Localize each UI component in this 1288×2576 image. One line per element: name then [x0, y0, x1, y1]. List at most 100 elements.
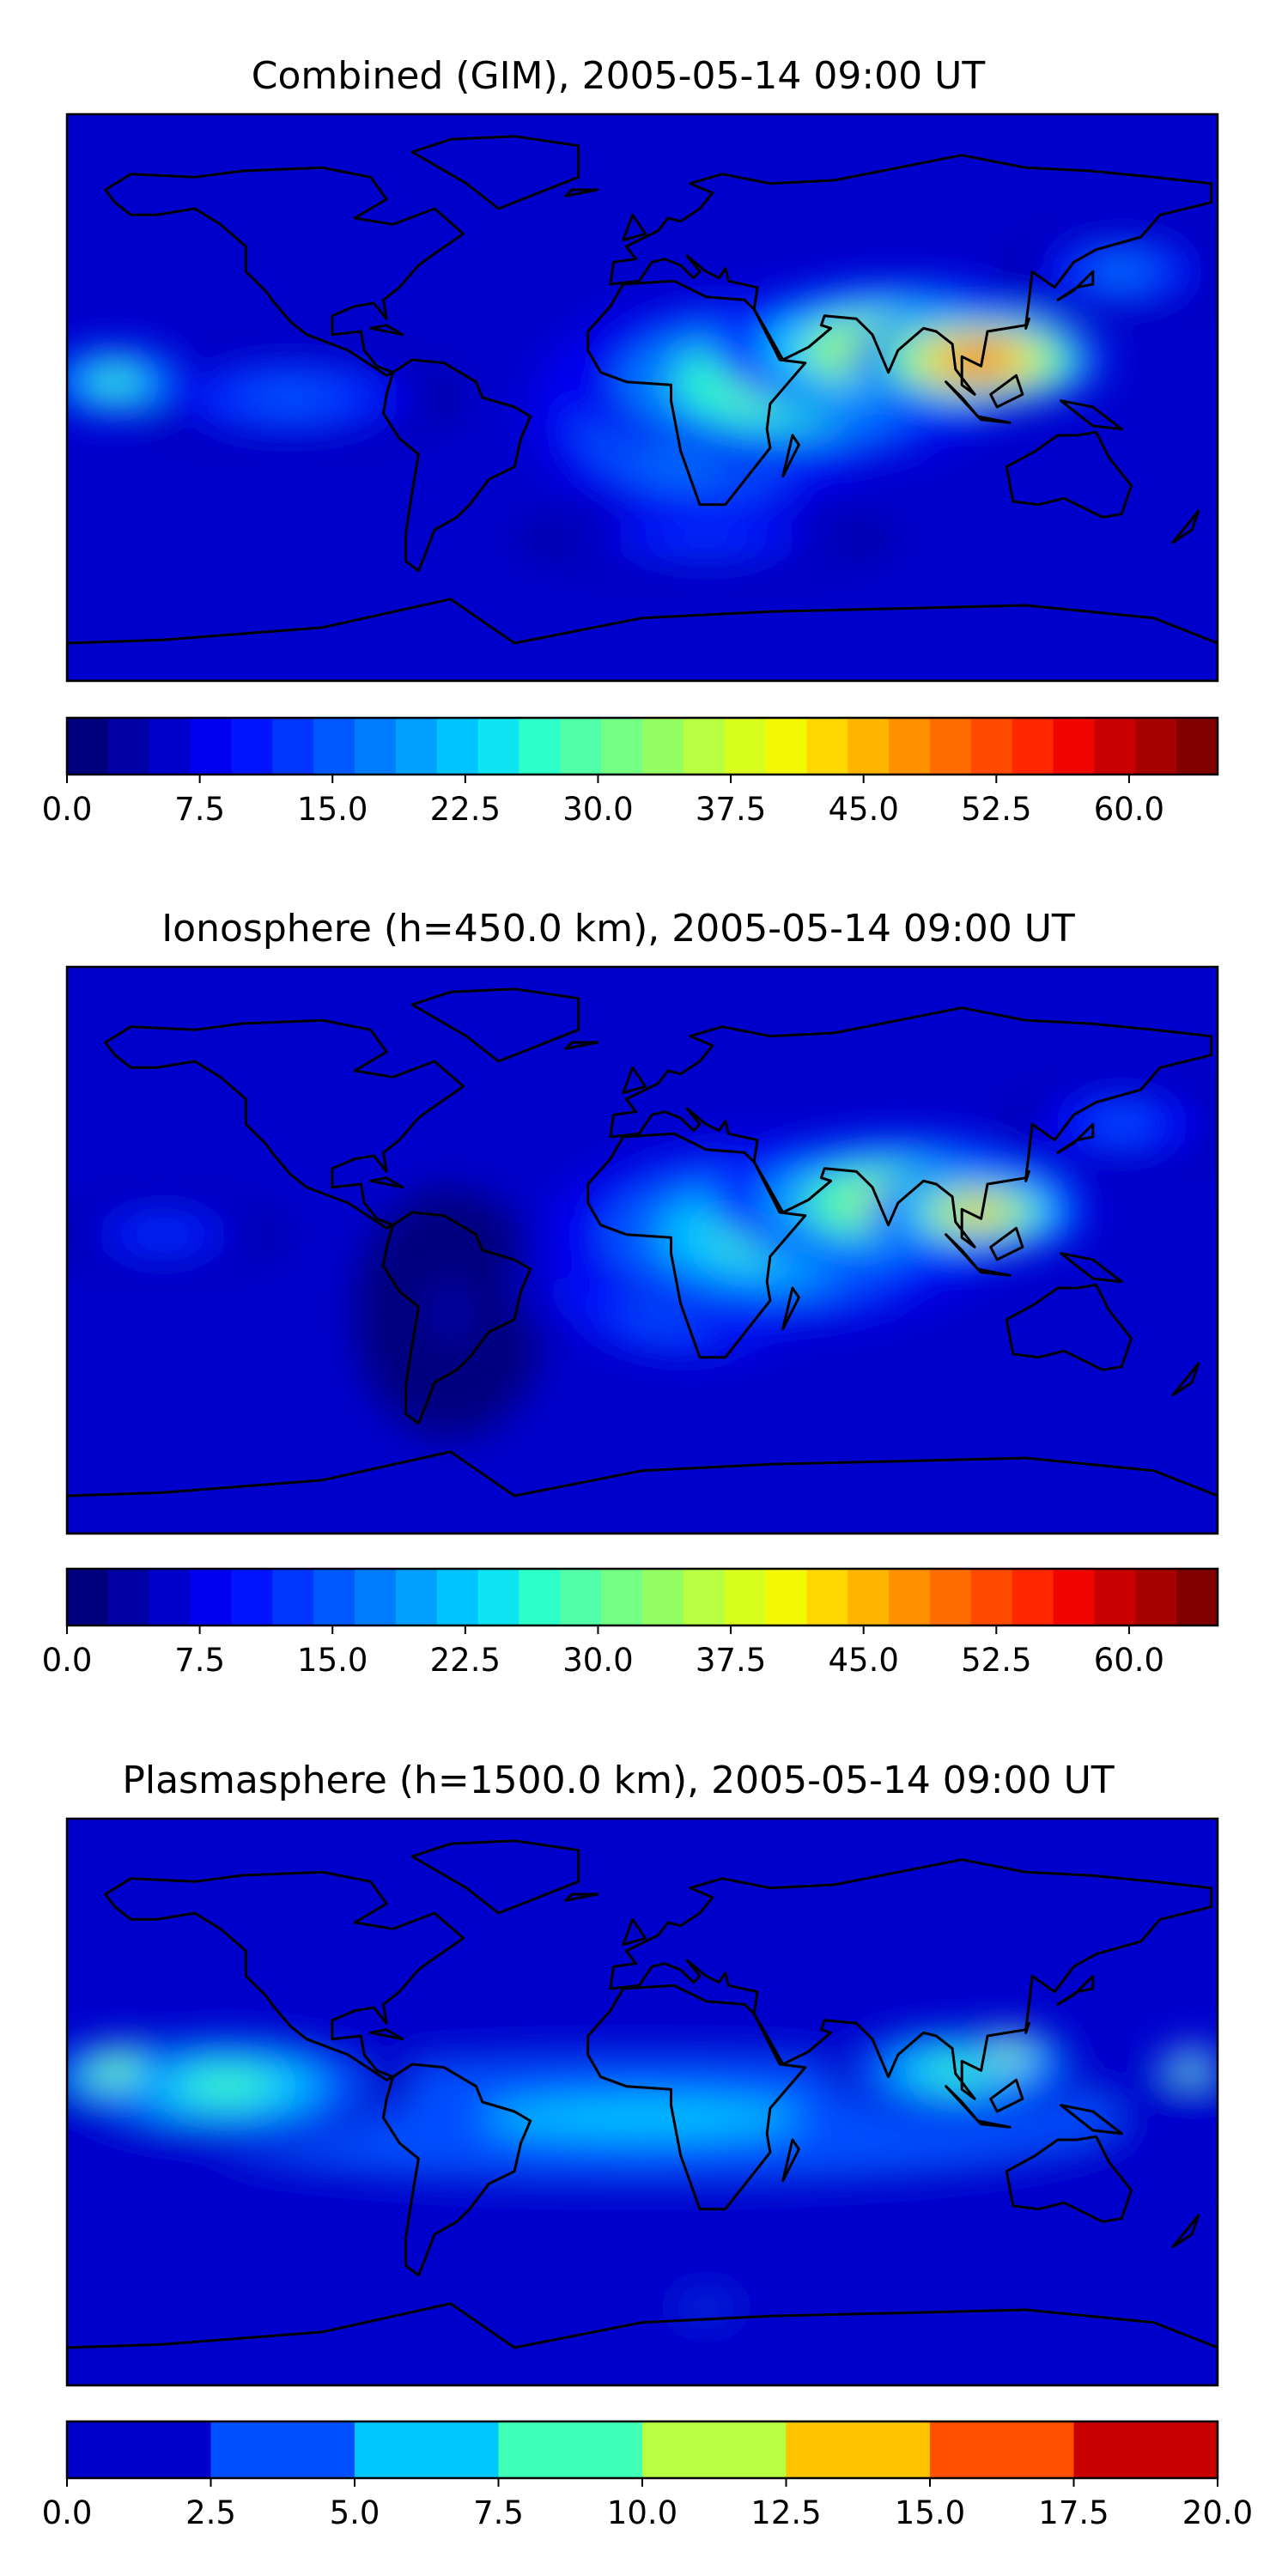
panel-1-title: Combined (GIM), 2005-05-14 09:00 UT	[252, 54, 986, 98]
colorbar-segment	[1176, 1569, 1218, 1625]
colorbar-tick-label: 15.0	[297, 1642, 368, 1679]
colorbar-segment	[1135, 718, 1177, 775]
coastline-path	[410, 987, 580, 1063]
colorbar-tick-label: 0.0	[42, 1642, 93, 1679]
colorbar-tick-label: 0.0	[42, 791, 93, 828]
colorbar-segment	[395, 718, 438, 775]
coastline-path	[1024, 2021, 1030, 2034]
colorbar-segment	[683, 718, 726, 775]
coastline-path	[410, 1839, 580, 1915]
coastline-path	[410, 135, 580, 210]
colorbar-segment	[190, 1569, 233, 1625]
panel-1-colorbar: 0.0 7.5 15.0 22.5 30.0 37.5 45.0 52.5 60.0	[42, 716, 1219, 828]
coastline-path	[976, 2119, 1012, 2129]
colorbar-segment	[970, 1569, 1013, 1625]
coastlines	[67, 1839, 1218, 2385]
colorbar-tick-label: 10.0	[607, 2494, 677, 2531]
colorbar-segment	[848, 718, 890, 775]
colorbar-tick-label: 15.0	[297, 791, 368, 828]
colorbar-segment	[930, 1569, 972, 1625]
coastline-path	[1024, 317, 1030, 330]
coastline-path	[104, 166, 465, 377]
colorbar-segment	[1135, 1569, 1177, 1625]
colorbar-segment	[601, 718, 643, 775]
coastline-path	[382, 1211, 532, 1425]
colorbar-segment	[970, 718, 1013, 775]
colorbar-segment	[355, 718, 397, 775]
coastline-path	[989, 1226, 1024, 1261]
colorbar-segment	[272, 1569, 314, 1625]
colorbar-segment	[1053, 1569, 1096, 1625]
tec-field	[67, 1080, 1218, 1439]
panel-3-title: Plasmasphere (h=1500.0 km), 2005-05-14 0…	[122, 1759, 1114, 1802]
coastline-path	[1056, 1974, 1095, 2006]
colorbar-tick-label: 20.0	[1182, 2494, 1253, 2531]
colorbar-segment	[683, 1569, 726, 1625]
coastline-path	[1060, 1252, 1123, 1284]
map-frame	[65, 112, 1219, 683]
panel-2-map	[65, 965, 1219, 1535]
coastline-path	[586, 1984, 807, 2211]
colorbar-segment	[107, 718, 150, 775]
colorbar-tick-label: 52.5	[961, 791, 1031, 828]
colorbar-tick-label: 7.5	[473, 2494, 524, 2531]
colorbar-segment	[67, 2421, 212, 2478]
coastline-path	[382, 358, 532, 573]
colorbar-tick-label: 2.5	[185, 2494, 236, 2531]
tec-contour-blob	[246, 385, 335, 410]
colorbar-tick-label: 37.5	[696, 791, 766, 828]
colorbar-segment	[355, 2421, 500, 2478]
colorbar-segment	[498, 2421, 643, 2478]
tec-contour-blob	[179, 2072, 275, 2101]
colorbar-segment	[477, 1569, 520, 1625]
tec-contour-blob	[658, 530, 755, 549]
colorbar-segment	[67, 718, 109, 775]
coastline-path	[1005, 430, 1133, 519]
panel-3-colorbar: 0.0 2.5 5.0 7.5 10.0 12.5 15.0 17.5 20.0	[42, 2420, 1253, 2531]
colorbar-segment	[67, 1569, 109, 1625]
tec-contour-blob	[95, 372, 135, 392]
coastline-path	[1005, 1283, 1133, 1371]
coastline-path	[976, 1267, 1012, 1277]
coastline-path	[1060, 399, 1123, 431]
colorbar-segment	[1094, 1569, 1136, 1625]
colorbar-segment	[1053, 718, 1096, 775]
coastline-path	[564, 1893, 599, 1902]
coastline-path	[622, 1917, 647, 1947]
colorbar-tick-label: 7.5	[174, 791, 225, 828]
coastline-path	[781, 434, 800, 478]
colorbar-frame	[65, 716, 1219, 776]
panel-1-map	[65, 112, 1219, 683]
colorbar-tick-label: 52.5	[961, 1642, 1031, 1679]
colorbar-segment	[477, 718, 520, 775]
colorbar-segment	[765, 1569, 808, 1625]
colorbar-tick-label: 37.5	[696, 1642, 766, 1679]
tec-contour-blob	[950, 1201, 1006, 1224]
colorbar-segment	[519, 718, 561, 775]
colorbar-segment	[436, 718, 479, 775]
colorbar-segment	[889, 1569, 931, 1625]
tec-contour-blob	[677, 2301, 735, 2312]
coastline-path	[945, 380, 980, 418]
coastline-path	[67, 2302, 1218, 2385]
coastline-path	[369, 1176, 404, 1189]
coastline-path	[622, 213, 647, 242]
colorbar-segment	[190, 718, 233, 775]
colorbar-segment	[1012, 718, 1054, 775]
colorbar-segment	[231, 718, 273, 775]
colorbar-segment	[848, 1569, 890, 1625]
colorbar-segment	[313, 718, 355, 775]
colorbar-segment	[210, 2421, 355, 2478]
coastline-path	[609, 154, 1213, 396]
coastline-path	[369, 324, 404, 337]
tec-field	[67, 2023, 1218, 2326]
tec-contour-blob	[426, 1281, 475, 1345]
colorbar-tick-label: 22.5	[430, 791, 501, 828]
coastline-path	[945, 2085, 980, 2123]
tec-contour-blob	[482, 2098, 803, 2138]
colorbar-tick-label: 30.0	[562, 1642, 633, 1679]
coastline-path	[104, 1870, 465, 2081]
colorbar-segment	[724, 718, 767, 775]
coastline-path	[1056, 270, 1095, 301]
map-frame	[65, 965, 1219, 1535]
